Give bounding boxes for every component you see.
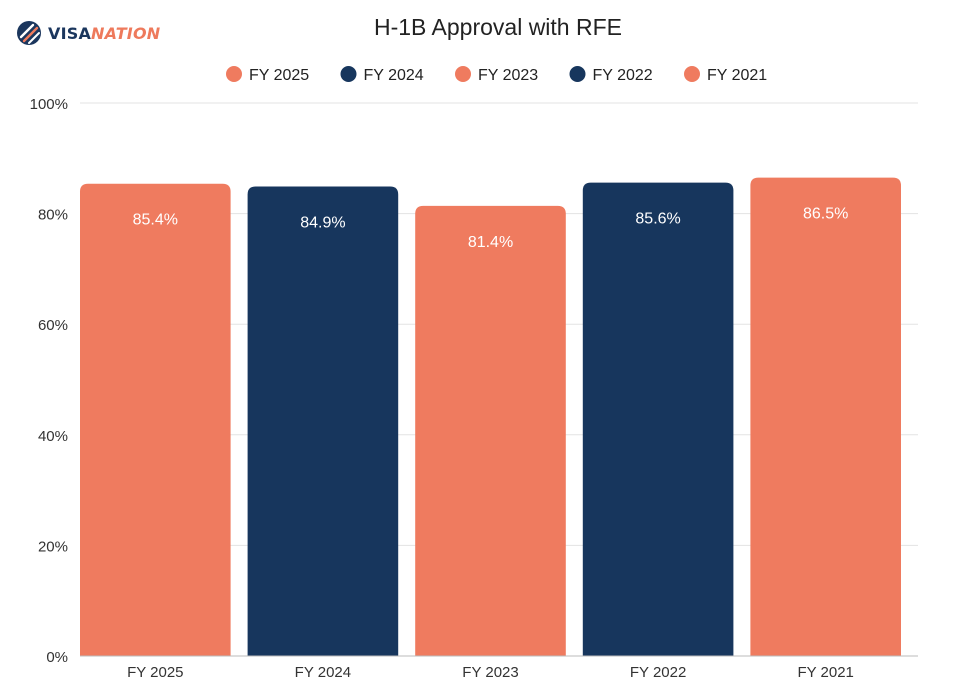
chart-legend: FY 2025 FY 2024 FY 2023 FY 2022 FY 2021 — [226, 66, 767, 84]
legend-label: FY 2025 — [249, 67, 309, 84]
y-tick-label: 80% — [38, 207, 68, 224]
bar — [80, 183, 231, 656]
legend-label: FY 2024 — [364, 67, 424, 84]
bar — [415, 205, 566, 656]
y-tick-label: 0% — [46, 649, 68, 666]
legend-label: FY 2021 — [707, 67, 767, 84]
legend-label: FY 2022 — [593, 67, 653, 84]
y-tick-label: 40% — [38, 428, 68, 445]
value-label: 84.9% — [300, 215, 345, 232]
chart-title: H-1B Approval with RFE — [374, 14, 622, 40]
brand-logo: VISANATION — [16, 20, 160, 46]
brand-name: VISANATION — [48, 24, 160, 43]
value-label: 85.4% — [133, 212, 178, 229]
bars — [80, 177, 901, 657]
legend-swatch — [569, 66, 586, 82]
y-axis-ticks: 0% 20% 40% 60% 80% 100% — [30, 96, 68, 666]
value-label: 85.6% — [635, 211, 680, 228]
x-tick-label: FY 2023 — [462, 664, 518, 681]
brand-name-part1: VISA — [48, 23, 92, 43]
legend-label: FY 2023 — [478, 67, 538, 84]
y-tick-label: 100% — [30, 96, 68, 113]
x-axis-ticks: FY 2025 FY 2024 FY 2023 FY 2022 FY 2021 — [127, 664, 854, 681]
x-tick-label: FY 2021 — [797, 664, 853, 681]
brand-name-part2: NATION — [91, 23, 161, 43]
visanation-logo-icon — [17, 21, 41, 45]
x-tick-label: FY 2022 — [630, 664, 686, 681]
y-tick-label: 20% — [38, 538, 68, 555]
legend-swatch — [455, 66, 471, 82]
bar — [582, 182, 734, 656]
x-tick-label: FY 2024 — [295, 664, 351, 681]
legend-swatch — [340, 66, 357, 82]
value-label: 86.5% — [803, 206, 848, 223]
x-tick-label: FY 2025 — [127, 664, 183, 681]
bar — [247, 186, 399, 657]
bar — [750, 177, 901, 656]
value-label: 81.4% — [468, 234, 513, 251]
y-tick-label: 60% — [38, 317, 68, 334]
legend-swatch — [226, 66, 242, 82]
value-labels: 85.4% 84.9% 81.4% 85.6% 86.5% — [133, 206, 849, 251]
legend-swatch — [684, 66, 700, 82]
